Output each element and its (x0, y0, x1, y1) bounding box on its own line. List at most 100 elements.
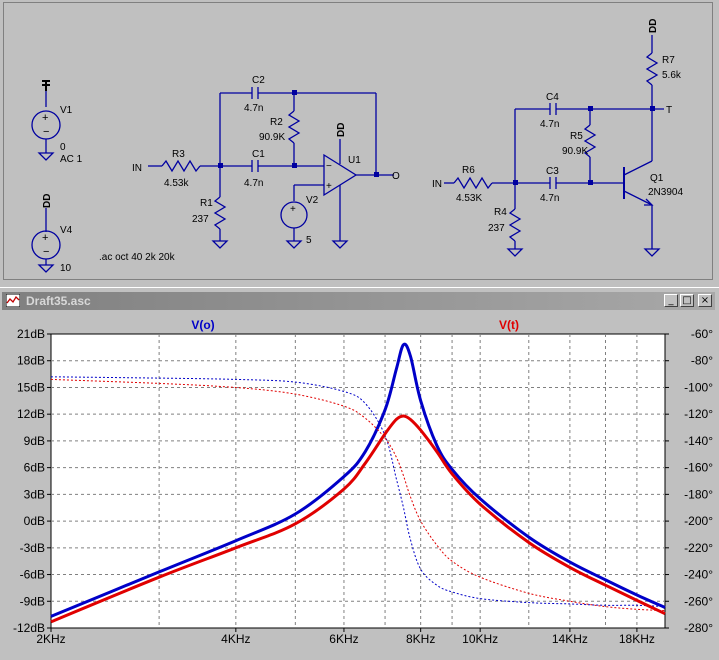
r4-value: 237 (488, 223, 505, 234)
y-right-tick-label: -80° (691, 354, 713, 368)
r7-name: R7 (662, 55, 675, 66)
r1-value: 237 (192, 214, 209, 225)
resistor-r3[interactable] (161, 159, 201, 173)
y-right-tick-label: -100° (684, 380, 713, 394)
x-tick-label: 4KHz (221, 632, 250, 646)
waveform-app-icon (6, 294, 20, 307)
y-left-tick-label: 6dB (24, 461, 45, 475)
source-v1[interactable]: + − V1 0 AC 1 (31, 80, 83, 165)
resistor-r7[interactable] (645, 52, 659, 86)
y-right-tick-label: -160° (684, 461, 713, 475)
resistor-r1[interactable] (213, 196, 227, 230)
x-tick-label: 2KHz (36, 632, 65, 646)
waveform-window: Draft35.asc _ □ × 21dB 18dB 15dB 12dB 9dB 6dB… (0, 287, 719, 660)
series-v-o-phase-line[interactable] (50, 376, 666, 608)
v1-value1: 0 (60, 142, 66, 153)
svg-text:+: + (42, 232, 48, 244)
x-tick-label: 8KHz (406, 632, 435, 646)
x-tick-label: 14KHz (552, 632, 588, 646)
y-right-tick-label: -240° (684, 568, 713, 582)
svg-text:−: − (43, 126, 49, 138)
schematic-canvas: + − V1 0 AC 1 + − DD V4 10 .ac oct 40 2k (3, 2, 713, 280)
y-left-tick-label: -12dB (13, 621, 45, 635)
resistor-r4[interactable] (508, 208, 522, 242)
q1-model: 2N3904 (648, 187, 683, 198)
y-right-tick-label: -180° (684, 487, 713, 501)
q1-name: Q1 (650, 173, 664, 184)
schematic-drawing: + − V1 0 AC 1 + − DD V4 10 .ac oct 40 2k (31, 19, 683, 274)
r2-value: 90.9K (259, 132, 285, 143)
series-v-t-phase-line[interactable] (50, 378, 666, 612)
u1-supply-label: DD (336, 123, 347, 137)
y-right-tick-label: -120° (684, 407, 713, 421)
y-left-tick-label: 9dB (24, 434, 45, 448)
window-title: Draft35.asc (26, 294, 91, 308)
y-left-tick-label: -6dB (20, 568, 45, 582)
y-right-tick-label: -220° (684, 541, 713, 555)
r1-name: R1 (200, 198, 213, 209)
series-v-o-magnitude-line[interactable] (50, 342, 666, 618)
c4-name: C4 (546, 92, 559, 103)
y-left-tick-label: 0dB (24, 514, 45, 528)
opamp-circuit: IN R3 4.53k R1 237 C2 4.7n (132, 75, 400, 249)
y-right-tick-label: -280° (684, 621, 713, 635)
v2-name: V2 (306, 195, 319, 206)
y-left-tick-label: 3dB (24, 487, 45, 501)
u1-name: U1 (348, 155, 361, 166)
v4-name: V4 (60, 225, 73, 236)
r5-name: R5 (570, 131, 583, 142)
c2-name: C2 (252, 75, 265, 86)
schematic-panel: + − V1 0 AC 1 + − DD V4 10 .ac oct 40 2k (0, 0, 719, 284)
resistor-r2[interactable] (287, 110, 301, 144)
x-tick-label: 10KHz (462, 632, 498, 646)
bjt-circuit: IN R6 4.53K R4 237 C4 4.7n (432, 19, 683, 257)
svg-text:+: + (290, 204, 296, 215)
r5-value: 90.9K (562, 146, 588, 157)
ac-directive: .ac oct 40 2k 20k (99, 252, 176, 263)
y-left-tick-label: -9dB (20, 594, 45, 608)
legend-v-o: V(o) (191, 318, 214, 332)
r4-name: R4 (494, 207, 507, 218)
resistor-r6[interactable] (453, 176, 493, 190)
c1-value: 4.7n (244, 178, 263, 189)
c2-value: 4.7n (244, 103, 263, 114)
opamp-in-label: IN (132, 163, 142, 174)
bjt-out-label: T (666, 105, 672, 116)
close-button[interactable]: × (698, 294, 712, 307)
window-titlebar[interactable]: Draft35.asc _ □ × (2, 292, 715, 310)
r7-value: 5.6k (662, 70, 682, 81)
legend-v-t: V(t) (499, 318, 519, 332)
c1-name: C1 (252, 149, 265, 160)
y-right-tick-label: -200° (684, 514, 713, 528)
source-v4[interactable]: + − DD V4 10 (31, 194, 73, 274)
r6-name: R6 (462, 165, 475, 176)
y-right-tick-label: -260° (684, 594, 713, 608)
x-tick-label: 18KHz (619, 632, 655, 646)
y-left-tick-label: 18dB (17, 354, 45, 368)
bode-plot[interactable]: 21dB 18dB 15dB 12dB 9dB 6dB 3dB 0dB -3dB -6dB -9dB… (0, 312, 719, 660)
transistor-q1[interactable] (623, 160, 654, 206)
y-left-tick-label: 15dB (17, 380, 45, 394)
resistor-r5[interactable] (583, 124, 597, 158)
series-v-t-magnitude-line[interactable] (50, 414, 666, 624)
y-left-tick-label: 21dB (17, 327, 45, 341)
svg-text:−: − (43, 246, 49, 258)
v1-value2: AC 1 (60, 154, 83, 165)
r3-name: R3 (172, 149, 185, 160)
y-left-tick-label: 12dB (17, 407, 45, 421)
c3-name: C3 (546, 166, 559, 177)
svg-text:+: + (42, 112, 48, 124)
x-tick-label: 6KHz (329, 632, 358, 646)
y-left-tick-label: -3dB (20, 541, 45, 555)
r6-value: 4.53K (456, 193, 482, 204)
r3-value: 4.53k (164, 178, 189, 189)
c4-value: 4.7n (540, 119, 559, 130)
restore-button[interactable]: □ (680, 294, 694, 307)
bjt-in-label: IN (432, 179, 442, 190)
v4-net-label: DD (42, 194, 53, 208)
y-right-tick-label: -60° (691, 327, 713, 341)
v2-value: 5 (306, 235, 312, 246)
svg-text:−: − (326, 161, 332, 172)
minimize-button[interactable]: _ (664, 294, 678, 307)
opamp-out-label: O (392, 171, 400, 182)
